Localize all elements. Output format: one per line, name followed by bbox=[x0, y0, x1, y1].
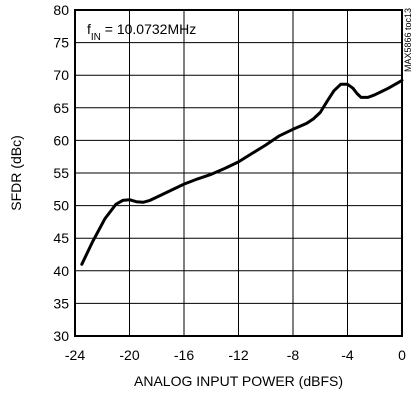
x-tick-label: -12 bbox=[228, 347, 248, 363]
frequency-annotation: fIN = 10.0732MHz bbox=[87, 21, 196, 43]
x-tick-labels: -24 -20 -16 -12 -8 -4 0 bbox=[65, 347, 406, 363]
y-tick-label: 60 bbox=[53, 132, 69, 148]
y-tick-label: 45 bbox=[53, 230, 69, 246]
x-tick-label: -24 bbox=[65, 347, 85, 363]
y-tick-label: 65 bbox=[53, 100, 69, 116]
y-tick-label: 75 bbox=[53, 35, 69, 51]
y-tick-label: 80 bbox=[53, 2, 69, 18]
grid bbox=[74, 9, 403, 337]
y-tick-label: 50 bbox=[53, 198, 69, 214]
series-line bbox=[80, 78, 404, 266]
plot-frame bbox=[74, 9, 403, 337]
x-tick-label: -16 bbox=[174, 347, 194, 363]
y-tick-label: 35 bbox=[53, 295, 69, 311]
x-tick-label: -8 bbox=[287, 347, 300, 363]
y-tick-label: 70 bbox=[53, 67, 69, 83]
y-tick-label: 55 bbox=[53, 165, 69, 181]
y-tick-label: 40 bbox=[53, 263, 69, 279]
x-tick-label: -20 bbox=[119, 347, 139, 363]
x-axis-label: ANALOG INPUT POWER (dBFS) bbox=[134, 373, 343, 389]
y-tick-label: 30 bbox=[53, 328, 69, 344]
x-tick-label: 0 bbox=[398, 347, 406, 363]
y-axis-label: SFDR (dBc) bbox=[8, 135, 24, 210]
x-tick-label: -4 bbox=[341, 347, 354, 363]
figure-code-label: MAX5866 toc13 bbox=[403, 8, 413, 72]
y-tick-labels: 30 35 40 45 50 55 60 65 70 75 80 bbox=[53, 2, 69, 344]
